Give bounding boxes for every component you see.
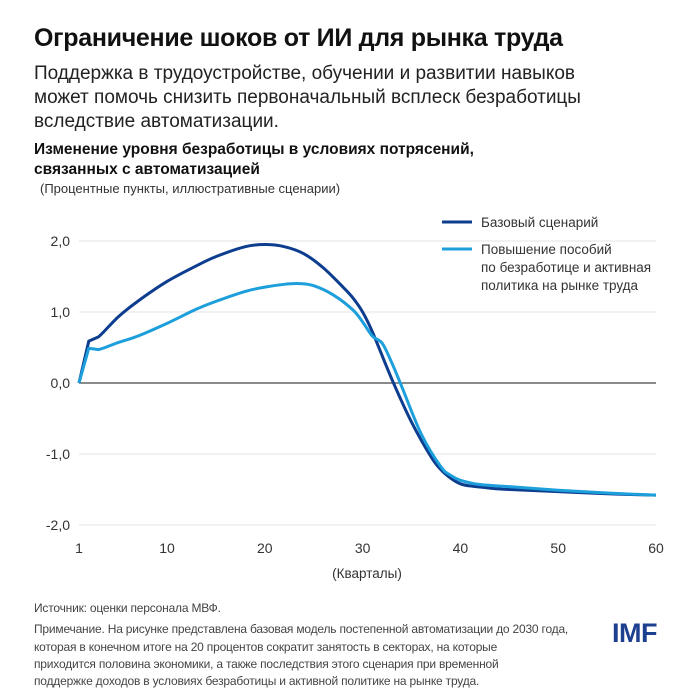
subtitle-line: может помочь снизить первоначальный вспл…: [34, 87, 581, 108]
footnote-line: Примечание. На рисунке представлена базо…: [34, 622, 569, 636]
footnote-line: поддержке доходов в условиях безработицы…: [34, 674, 480, 688]
legend-label: Базовый сценарий: [481, 215, 598, 230]
x-tick-label: 60: [648, 540, 664, 556]
legend-label: Повышение пособий: [481, 242, 612, 257]
legend-label: по безработице и активная: [481, 260, 651, 275]
x-axis-label: (Кварталы): [332, 566, 402, 581]
series-line-policy: [77, 282, 657, 497]
x-tick-label: 1: [75, 540, 83, 556]
chart-units-note: (Процентные пункты, иллюстративные сцена…: [40, 181, 341, 196]
x-tick-label: 10: [159, 540, 175, 556]
legend: Базовый сценарий Повышение пособий по бе…: [442, 215, 651, 293]
line-chart: 2,0 1,0 0,0 -1,0 -2,0 1 10 20 30 40 50 60 Базовый с…: [46, 215, 664, 581]
subtitle-line: Поддержка в трудоустройстве, обучении и …: [34, 63, 576, 84]
chart-title: связанных с автоматизацией: [34, 161, 260, 178]
series-line-baseline: [77, 243, 657, 497]
legend-label: политика на рынке труда: [481, 278, 639, 293]
y-tick-label: 0,0: [51, 375, 71, 391]
x-tick-label: 30: [355, 540, 371, 556]
y-tick-label: 1,0: [51, 304, 71, 320]
page-title: Ограничение шоков от ИИ для рынка труда: [34, 24, 563, 52]
y-tick-label: 2,0: [51, 233, 71, 249]
chart-title: Изменение уровня безработицы в условиях …: [34, 141, 474, 158]
y-tick-label: -2,0: [46, 517, 70, 533]
x-tick-label: 40: [453, 540, 469, 556]
source-note: Источник: оценки персонала МВФ.: [34, 601, 221, 615]
footnote-line: которая в конечном итоге на 20 процентов…: [34, 640, 498, 654]
subtitle-line: вследствие автоматизации.: [34, 111, 279, 132]
imf-logo: IMF: [612, 618, 658, 648]
footnote-line: приходится половина экономики, а также п…: [34, 657, 499, 671]
y-tick-label: -1,0: [46, 446, 70, 462]
x-tick-label: 20: [257, 540, 273, 556]
x-tick-label: 50: [550, 540, 566, 556]
